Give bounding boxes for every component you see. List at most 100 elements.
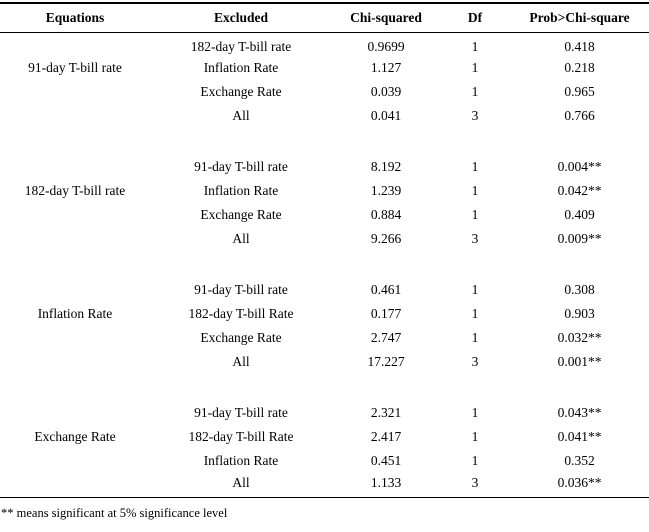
chi-squared-cell: 1.133 — [332, 473, 440, 498]
block-separator — [0, 251, 649, 278]
excluded-cell: 182-day T-bill Rate — [188, 306, 294, 321]
prob-cell: 0.001** — [557, 354, 602, 369]
chi-squared-cell: 0.884 — [370, 207, 402, 222]
equation-cell — [0, 473, 150, 498]
prob-cell: 0.032** — [557, 330, 602, 345]
equation-cell — [0, 155, 150, 179]
table-row: Exchange Rate 182-day T-bill Rate 2.417 … — [0, 425, 649, 449]
df-cell: 1 — [471, 453, 479, 468]
excluded-cell: Inflation Rate — [203, 60, 279, 75]
table-row: 91-day T-bill rate Inflation Rate 1.127 … — [0, 56, 649, 80]
table-row: 91-day T-bill rate 8.192 1 0.004** — [0, 155, 649, 179]
prob-cell: 0.352 — [564, 453, 595, 468]
table-row: Inflation Rate 182-day T-bill Rate 0.177… — [0, 302, 649, 326]
prob-cell: 0.965 — [564, 84, 595, 99]
excluded-cell: Inflation Rate — [203, 183, 279, 198]
excluded-cell: Exchange Rate — [200, 207, 282, 222]
table-row: All 0.041 3 0.766 — [0, 104, 649, 128]
col-header-prob: Prob>Chi-square — [510, 2, 649, 33]
prob-cell: 0.009** — [557, 231, 602, 246]
equation-cell — [0, 449, 150, 473]
prob-cell: 0.218 — [564, 60, 595, 75]
chi-squared-cell: 1.239 — [370, 183, 402, 198]
chi-squared-cell: 17.227 — [367, 354, 405, 369]
excluded-cell: All — [232, 354, 250, 369]
table-row: All 9.266 3 0.009** — [0, 227, 649, 251]
equation-cell — [0, 326, 150, 350]
table-row: All 17.227 3 0.001** — [0, 350, 649, 374]
chi-squared-cell: 0.9699 — [367, 39, 405, 55]
equation-cell — [0, 278, 150, 302]
df-cell: 1 — [471, 306, 479, 321]
df-cell: 1 — [471, 282, 479, 297]
table-header-row: Equations Excluded Chi-squared Df Prob>C… — [0, 2, 649, 33]
block-separator — [0, 374, 649, 401]
prob-cell: 0.409 — [564, 207, 595, 222]
prob-cell: 0.903 — [564, 306, 595, 321]
df-cell: 3 — [471, 108, 479, 123]
equation-cell — [0, 104, 150, 128]
table-row: 182-day T-bill rate 0.9699 1 0.418 — [0, 32, 649, 56]
prob-cell: 0.418 — [564, 39, 595, 55]
equation-cell: Exchange Rate — [34, 429, 116, 444]
equation-cell — [0, 401, 150, 425]
prob-cell: 0.036** — [510, 473, 649, 498]
excluded-cell: 182-day T-bill Rate — [188, 429, 294, 444]
equation-cell — [0, 203, 150, 227]
col-header-equations: Equations — [0, 2, 150, 33]
df-cell: 1 — [471, 39, 479, 55]
excluded-cell: 182-day T-bill rate — [190, 39, 292, 55]
chi-squared-cell: 1.127 — [370, 60, 402, 75]
table-row: 91-day T-bill rate 2.321 1 0.043** — [0, 401, 649, 425]
equation-cell — [0, 80, 150, 104]
results-table: Equations Excluded Chi-squared Df Prob>C… — [0, 2, 649, 498]
prob-cell: 0.004** — [557, 159, 602, 174]
col-header-excluded: Excluded — [150, 2, 332, 33]
table-row: Exchange Rate 2.747 1 0.032** — [0, 326, 649, 350]
excluded-cell: Inflation Rate — [203, 453, 279, 468]
chi-squared-cell: 0.039 — [370, 84, 402, 99]
df-cell: 1 — [471, 330, 479, 345]
equation-cell: Inflation Rate — [37, 306, 113, 321]
df-cell: 1 — [471, 159, 479, 174]
chi-squared-cell: 2.417 — [370, 429, 402, 444]
df-cell: 1 — [471, 429, 479, 444]
df-cell: 3 — [471, 231, 479, 246]
prob-cell: 0.041** — [557, 429, 602, 444]
table-row: All 1.133 3 0.036** — [0, 473, 649, 498]
prob-cell: 0.043** — [557, 405, 602, 420]
chi-squared-cell: 9.266 — [370, 231, 402, 246]
excluded-cell: 91-day T-bill rate — [194, 405, 288, 420]
equation-cell — [0, 227, 150, 251]
excluded-cell: All — [150, 473, 332, 498]
chi-squared-cell: 2.747 — [370, 330, 402, 345]
equation-cell — [0, 32, 150, 56]
excluded-cell: All — [232, 108, 250, 123]
excluded-cell: Exchange Rate — [200, 84, 282, 99]
significance-footnote: ** means significant at 5% significance … — [1, 505, 228, 520]
table-row: Exchange Rate 0.884 1 0.409 — [0, 203, 649, 227]
chi-squared-cell: 0.451 — [370, 453, 402, 468]
excluded-cell: Exchange Rate — [200, 330, 282, 345]
chi-squared-cell: 8.192 — [370, 159, 402, 174]
prob-cell: 0.308 — [564, 282, 595, 297]
table-row: 91-day T-bill rate 0.461 1 0.308 — [0, 278, 649, 302]
chi-squared-cell: 0.041 — [370, 108, 402, 123]
chi-squared-cell: 2.321 — [370, 405, 402, 420]
excluded-cell: All — [232, 231, 250, 246]
equation-cell: 182-day T-bill rate — [24, 183, 126, 198]
block-separator — [0, 128, 649, 155]
table-row: 182-day T-bill rate Inflation Rate 1.239… — [0, 179, 649, 203]
excluded-cell: 91-day T-bill rate — [194, 282, 288, 297]
df-cell: 3 — [471, 354, 479, 369]
df-cell: 3 — [440, 473, 510, 498]
table-row: Exchange Rate 0.039 1 0.965 — [0, 80, 649, 104]
df-cell: 1 — [471, 84, 479, 99]
table-row: Inflation Rate 0.451 1 0.352 — [0, 449, 649, 473]
excluded-cell: 91-day T-bill rate — [194, 159, 288, 174]
chi-squared-cell: 0.177 — [370, 306, 402, 321]
equation-cell — [0, 350, 150, 374]
chi-squared-cell: 0.461 — [370, 282, 402, 297]
equation-cell: 91-day T-bill rate — [28, 60, 122, 75]
